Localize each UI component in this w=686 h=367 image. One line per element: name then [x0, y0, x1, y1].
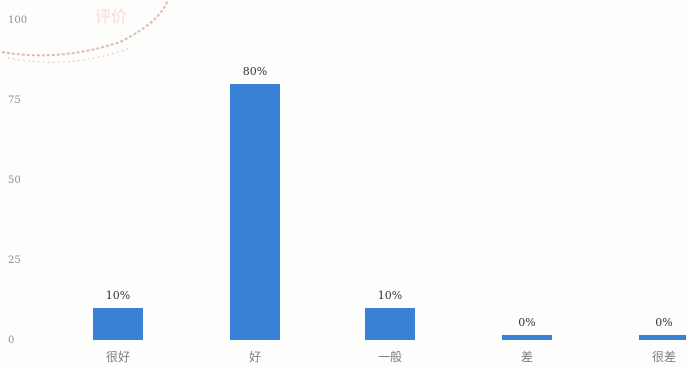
- category-label: 差: [521, 350, 533, 364]
- data-labels-group: 10% 80% 10% 0% 0%: [106, 65, 673, 329]
- y-tick-label: 75: [8, 95, 21, 106]
- category-label: 很好: [106, 350, 130, 364]
- data-label: 10%: [378, 289, 402, 302]
- stamp-watermark: 评价: [1, 0, 169, 63]
- data-label: 0%: [518, 316, 535, 329]
- bars-group: [93, 84, 686, 340]
- data-label: 0%: [655, 316, 672, 329]
- y-tick-label: 0: [8, 335, 14, 346]
- y-tick-label: 25: [8, 255, 21, 266]
- y-tick-label: 100: [8, 15, 27, 26]
- y-tick-label: 50: [8, 175, 21, 186]
- bar: [639, 335, 686, 340]
- stamp-arc-inner: [7, 47, 131, 63]
- data-label: 80%: [243, 65, 267, 78]
- stamp-arc: [1, 0, 169, 57]
- bar: [93, 308, 143, 340]
- category-labels-group: 很好 好 一般 差 很差: [106, 349, 676, 364]
- bar: [502, 335, 552, 340]
- data-label: 10%: [106, 289, 130, 302]
- category-label: 很差: [652, 350, 676, 364]
- y-axis-ticks: 0 25 50 75 100: [8, 15, 27, 346]
- stamp-text: 评价: [95, 7, 127, 26]
- category-label: 好: [249, 350, 261, 364]
- bar: [365, 308, 415, 340]
- bar: [230, 84, 280, 340]
- category-label: 一般: [378, 349, 402, 364]
